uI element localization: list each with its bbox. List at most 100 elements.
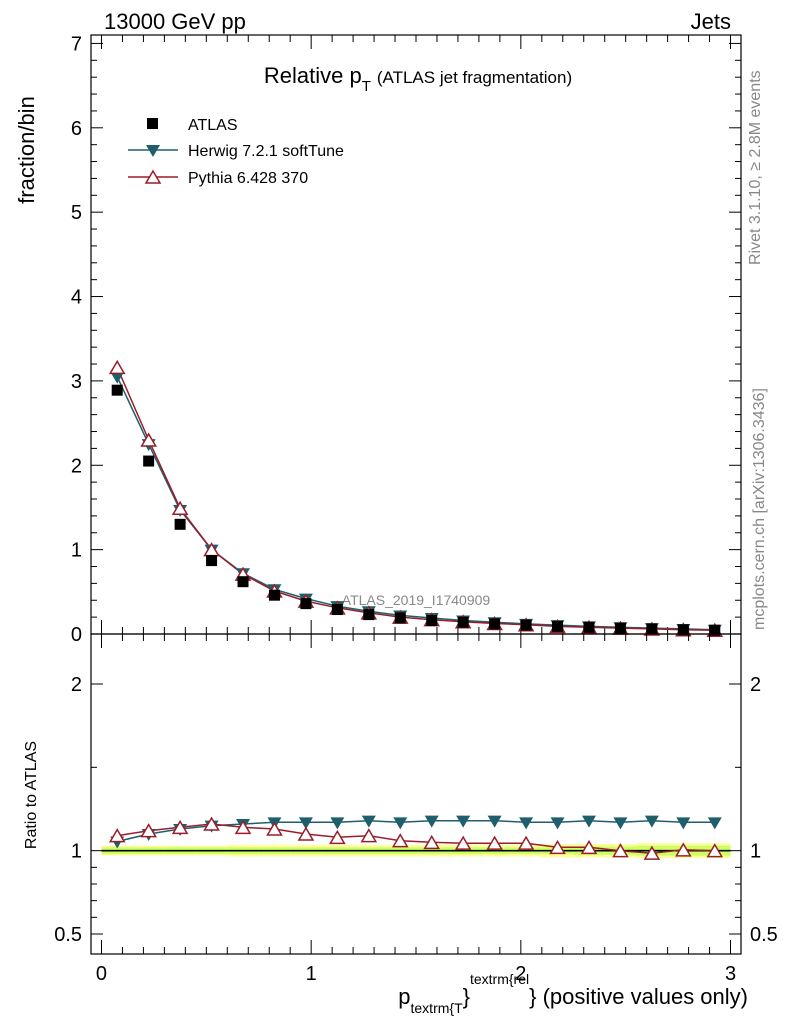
ratio-uncertainty-band — [101, 843, 731, 859]
main-ytick-label: 7 — [71, 33, 82, 55]
atlas-marker — [520, 619, 532, 631]
ratio-herwig-marker — [644, 815, 659, 828]
legend-entry-atlas: ATLAS — [147, 117, 238, 134]
main-y-axis-label: fraction/bin — [14, 96, 39, 204]
main-ytick-label: 5 — [71, 202, 82, 224]
pythia-marker — [171, 500, 189, 516]
ratio-pythia-marker — [234, 819, 252, 835]
ratio-herwig-marker — [676, 817, 691, 830]
atlas-marker — [426, 615, 438, 627]
ratio-herwig-marker — [613, 817, 628, 830]
ratio-x-axis: 0 1 2 3 — [96, 634, 736, 985]
title-main: Relative p — [264, 63, 362, 88]
ratio-pythia-marker — [266, 821, 283, 836]
ratio-herwig-marker — [550, 817, 565, 830]
ratio-pythia-marker — [140, 823, 157, 838]
main-series-layer — [108, 359, 724, 637]
ratio-series-layer — [108, 815, 724, 860]
ratio-ytick-label-left: 0.5 — [54, 924, 82, 946]
ratio-pythia-marker — [517, 835, 535, 850]
ratio-pythia-marker — [612, 843, 629, 858]
ratio-herwig-marker — [519, 817, 534, 830]
main-ytick-label: 4 — [71, 287, 82, 309]
legend-label-atlas: ATLAS — [188, 117, 238, 134]
xlabel-subscript: textrm{T — [411, 1000, 464, 1016]
header-right-label: Jets — [691, 9, 731, 34]
pythia-marker — [108, 359, 126, 375]
main-ytick-label: 2 — [71, 455, 82, 477]
atlas-marker — [457, 616, 469, 628]
legend-label-pythia: Pythia 6.428 370 — [188, 170, 308, 187]
legend: ATLAS Herwig 7.2.1 softTune Pythia 6.428… — [128, 117, 344, 187]
ratio-pythia-marker — [549, 839, 566, 855]
ratio-herwig-marker — [456, 815, 471, 828]
ratio-panel: 0.5 0.5 1 1 2 2 0 1 2 3 Ratio to ATLAS ptextrm{T… — [23, 633, 778, 1016]
pythia-marker — [140, 432, 157, 447]
legend-label-herwig: Herwig 7.2.1 softTune — [188, 143, 344, 160]
atlas-marker — [394, 612, 406, 624]
title-subscript: T — [362, 78, 371, 95]
main-y-axis: 0 1 2 3 4 5 6 7 — [71, 33, 741, 646]
legend-entry-herwig: Herwig 7.2.1 softTune — [128, 143, 344, 160]
atlas-marker — [206, 555, 218, 567]
ratio-xtick-label: 2 — [515, 963, 526, 985]
rivet-label: Rivet 3.1.10, ≥ 2.8M events — [747, 70, 764, 265]
atlas-marker — [489, 618, 501, 630]
xlabel-brace: } — [463, 984, 470, 1009]
ratio-pythia-marker — [643, 845, 661, 860]
atlas-marker — [614, 622, 626, 634]
ratio-pythia-marker — [297, 826, 315, 841]
ratio-ytick-label-right: 0.5 — [750, 924, 778, 946]
ratio-pythia-marker — [203, 816, 220, 831]
header-left-label: 13000 GeV pp — [104, 9, 246, 34]
ratio-herwig-marker — [424, 815, 439, 828]
atlas-marker — [709, 624, 721, 636]
ratio-pythia-marker — [454, 835, 472, 850]
atlas-marker — [331, 604, 343, 616]
ratio-herwig-marker — [581, 815, 596, 828]
ratio-pythia-marker — [329, 829, 346, 845]
atlas-marker — [677, 624, 689, 636]
main-title: Relative pT (ATLAS jet fragmentation) — [264, 63, 572, 95]
atlas-marker — [111, 384, 123, 396]
ratio-xtick-label: 3 — [725, 963, 736, 985]
mcplots-label: mcplots.cern.ch [arXiv:1306.3436] — [751, 388, 768, 630]
ratio-pythia-marker — [391, 833, 409, 848]
title-rest: (ATLAS jet fragmentation) — [377, 68, 572, 87]
ratio-herwig-line — [117, 819, 715, 843]
atlas-marker — [646, 623, 658, 635]
legend-marker-herwig — [146, 145, 160, 157]
main-ytick-label: 6 — [71, 118, 82, 140]
main-ytick-label: 3 — [71, 371, 82, 393]
ratio-pythia-marker — [675, 842, 692, 857]
ratio-frame — [90, 633, 742, 955]
xlabel-main: p — [398, 984, 410, 1009]
ratio-y-axis: 0.5 0.5 1 1 2 2 — [54, 674, 778, 946]
main-panel: 0 1 2 3 4 5 6 7 fraction/bin Relative pT (ATLAS … — [14, 33, 742, 646]
atlas-marker — [363, 609, 375, 621]
x-axis-label: ptextrm{T}textrm{rel} (positive values o… — [398, 971, 748, 1016]
ratio-ytick-label-left: 2 — [71, 674, 82, 696]
main-ytick-label: 1 — [71, 540, 82, 562]
atlas-marker — [583, 621, 595, 633]
atlas-marker — [268, 589, 280, 601]
ratio-herwig-marker — [361, 815, 376, 828]
ratio-pythia-marker — [486, 835, 503, 850]
atlas-marker — [237, 576, 249, 588]
ratio-pythia-marker — [171, 819, 189, 835]
ratio-pythia-line — [117, 823, 715, 854]
herwig-marker — [110, 371, 125, 384]
ratio-pythia-marker — [423, 834, 441, 850]
ratio-pythia-marker — [108, 828, 126, 843]
xlabel-rest: } (positive values only) — [529, 984, 748, 1009]
atlas-marker — [552, 620, 564, 632]
ratio-ytick-label-right: 2 — [750, 674, 761, 696]
legend-entry-pythia: Pythia 6.428 370 — [128, 169, 308, 187]
ratio-ytick-label-right: 1 — [750, 841, 761, 863]
ratio-pythia-marker — [706, 843, 724, 858]
xlabel-superscript: textrm{rel — [470, 971, 529, 987]
legend-marker-pythia — [144, 169, 162, 184]
pythia-line — [116, 367, 715, 631]
ratio-herwig-marker — [298, 817, 313, 830]
